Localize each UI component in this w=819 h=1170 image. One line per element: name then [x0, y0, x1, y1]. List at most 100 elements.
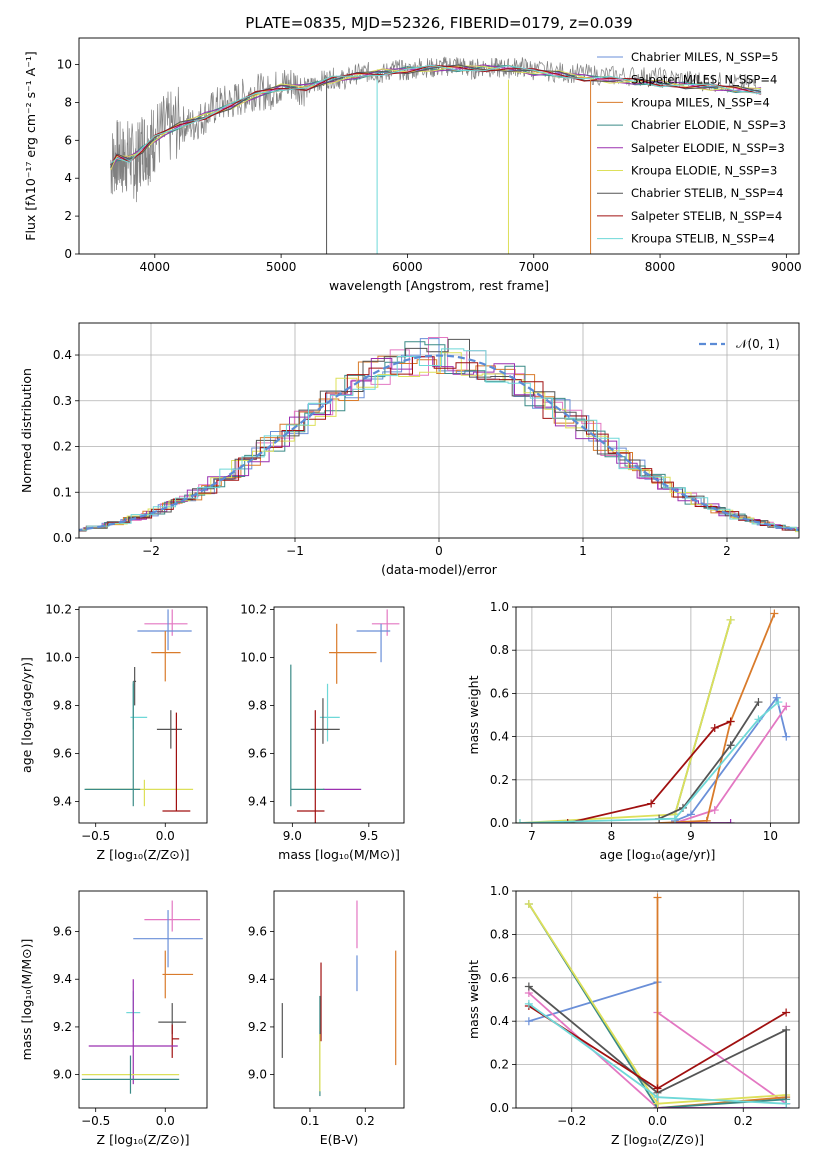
residuals-ytick-label: 0.0	[53, 531, 72, 545]
mass_weight_vs_Z-panel: −0.2 0.0 0.2 0.0 0.2 0.4 0.6 0.8 1.0 Z [log₁₀(Z/Z…	[466, 884, 800, 1147]
mass-weight-marker	[670, 814, 679, 823]
residual-histogram	[79, 352, 799, 533]
age_vs_Z-xtick-label: −0.5	[81, 829, 110, 843]
mass_vs_Z-ytick-label: 9.2	[53, 1020, 72, 1034]
gaussian-curve	[79, 354, 799, 532]
model-spectrum-line	[110, 64, 762, 165]
legend-entry: Kroupa MILES, N_SSP=4	[631, 95, 770, 109]
mass_weight_vs_age-ytick-label: 0.8	[490, 643, 509, 657]
mass-weight-marker	[774, 698, 783, 707]
mass_vs_EBV-xlabel: E(B-V)	[320, 1132, 359, 1147]
mass-weight-line	[528, 980, 659, 1108]
mass-weight-marker	[754, 698, 763, 707]
mass_weight_vs_age-xtick-label: 9	[687, 829, 695, 843]
age_vs_mass-ytick-label: 10.2	[240, 602, 267, 616]
mass_weight_vs_Z-ylabel: mass weight	[466, 960, 481, 1039]
mass_weight_vs_age-plot-area	[516, 609, 791, 823]
spectrum-ylabel: Flux [fλ10⁻¹⁷ erg cm⁻² s⁻¹ A⁻¹]	[23, 51, 38, 240]
mass_weight_vs_Z-ytick-label: 0.8	[490, 927, 509, 941]
mass-weight-marker	[653, 893, 662, 902]
residuals-ytick-label: 0.3	[53, 394, 72, 408]
legend-entry: Kroupa STELIB, N_SSP=4	[631, 232, 775, 246]
mass_vs_Z-xtick-label: 0.0	[156, 1114, 175, 1128]
mass_weight_vs_Z-ytick-label: 0.4	[490, 1014, 509, 1028]
mass_vs_EBV-ytick-label: 9.0	[248, 1068, 267, 1082]
mass-weight-marker	[563, 819, 572, 823]
mass-weight-marker	[516, 819, 524, 823]
mass-weight-marker	[726, 741, 735, 750]
legend-entry: Chabrier MILES, N_SSP=5	[631, 50, 778, 64]
residuals-plot-area	[79, 337, 799, 533]
mass_weight_vs_age-xtick-label: 8	[608, 829, 616, 843]
mass-weight-marker	[770, 609, 779, 618]
model-spectrum-line	[110, 64, 762, 167]
mass-weight-marker	[653, 1093, 662, 1102]
mass_weight_vs_age-ylabel: mass weight	[466, 675, 481, 754]
mass-weight-marker	[782, 702, 791, 711]
age_vs_mass-ytick-label: 9.6	[248, 746, 267, 760]
mass-weight-marker	[524, 982, 533, 991]
age_vs_mass-ytick-label: 9.8	[248, 698, 267, 712]
residual-histogram	[79, 338, 799, 532]
mass-weight-marker	[524, 900, 533, 909]
spectrum-xtick-label: 7000	[518, 260, 549, 274]
mass-weight-marker	[726, 615, 735, 624]
mass-weight-marker	[726, 717, 735, 726]
mass_vs_EBV-xtick-label: 0.1	[300, 1114, 319, 1128]
mass_vs_EBV-ytick-label: 9.6	[248, 925, 267, 939]
figure-title: PLATE=0835, MJD=52326, FIBERID=0179, z=0…	[245, 14, 632, 32]
mass-weight-line	[528, 985, 787, 1104]
model-spectrum-line	[110, 64, 762, 169]
age_vs_mass-xtick-label: 9.5	[359, 829, 378, 843]
mass_vs_EBV-ytick-label: 9.4	[248, 972, 267, 986]
mass-weight-marker	[782, 1099, 791, 1108]
mass_weight_vs_age-xtick-label: 10	[763, 829, 778, 843]
age_vs_Z-ytick-label: 9.4	[53, 794, 72, 808]
age_vs_Z-ytick-label: 10.0	[45, 650, 72, 664]
mass_vs_Z-frame	[78, 890, 208, 1109]
mass-weight-marker	[702, 816, 711, 823]
spectrum-plot-area	[110, 56, 762, 254]
residuals-xtick-label: −1	[286, 544, 304, 558]
age_vs_Z-xtick-label: 0.0	[156, 829, 175, 843]
residuals-xtick-label: 2	[723, 544, 731, 558]
spectrum-xtick-label: 8000	[645, 260, 676, 274]
mass_vs_Z-ytick-label: 9.4	[53, 972, 72, 986]
mass_weight_vs_age-ytick-label: 0.2	[490, 773, 509, 787]
residuals-ytick-label: 0.2	[53, 440, 72, 454]
mass_vs_Z-xtick-label: −0.5	[81, 1114, 110, 1128]
mass-weight-marker	[710, 723, 719, 732]
age_vs_mass-frame	[273, 606, 405, 824]
mass_weight_vs_age-ytick-label: 1.0	[490, 600, 509, 614]
age_vs_mass-ytick-label: 9.4	[248, 794, 267, 808]
mass-weight-line	[519, 701, 779, 823]
residuals-frame	[78, 322, 800, 539]
mass-weight-line	[659, 613, 776, 823]
model-spectrum-line	[110, 64, 762, 164]
age_vs_Z-xlabel: Z [log₁₀(Z/Z⊙)]	[97, 847, 190, 862]
spectrum-xtick-label: 6000	[392, 260, 423, 274]
mass-weight-marker	[782, 1008, 791, 1017]
mass_weight_vs_age-panel: 7 8 9 10 0.0 0.2 0.4 0.6 0.8 1.0 age [log₁₀(age/yr…	[466, 600, 800, 862]
mass_weight_vs_age-ytick-label: 0.6	[490, 686, 509, 700]
mass_vs_Z-xlabel: Z [log₁₀(Z/Z⊙)]	[97, 1132, 190, 1147]
mass_vs_EBV-panel: 0.1 0.2 9.0 9.2 9.4 9.6 E(B-V)	[248, 890, 405, 1147]
mass_weight_vs_Z-xlabel: Z [log₁₀(Z/Z⊙)]	[611, 1132, 704, 1147]
legend-entry: Salpeter ELODIE, N_SSP=3	[631, 141, 785, 155]
mass_vs_Z-plot-area	[81, 900, 203, 1094]
mass_weight_vs_Z-ytick-label: 1.0	[490, 884, 509, 898]
mass_vs_Z-ytick-label: 9.6	[53, 925, 72, 939]
legend-entry: Chabrier STELIB, N_SSP=4	[631, 186, 783, 200]
mass_weight_vs_age-ytick-label: 0.0	[490, 816, 509, 830]
legend-entry: Kroupa ELODIE, N_SSP=3	[631, 164, 777, 178]
age_vs_Z-frame	[78, 606, 208, 824]
legend-entry: Salpeter MILES, N_SSP=4	[631, 73, 777, 87]
spectrum-ytick-label: 4	[64, 171, 72, 185]
legend-entry: 𝒩(0, 1)	[736, 337, 780, 351]
mass-weight-marker	[782, 1025, 791, 1034]
residuals-ytick-label: 0.4	[53, 348, 72, 362]
spectrum-ytick-label: 6	[64, 133, 72, 147]
age_vs_mass-ytick-label: 10.0	[240, 650, 267, 664]
spectrum-frame	[78, 37, 800, 255]
